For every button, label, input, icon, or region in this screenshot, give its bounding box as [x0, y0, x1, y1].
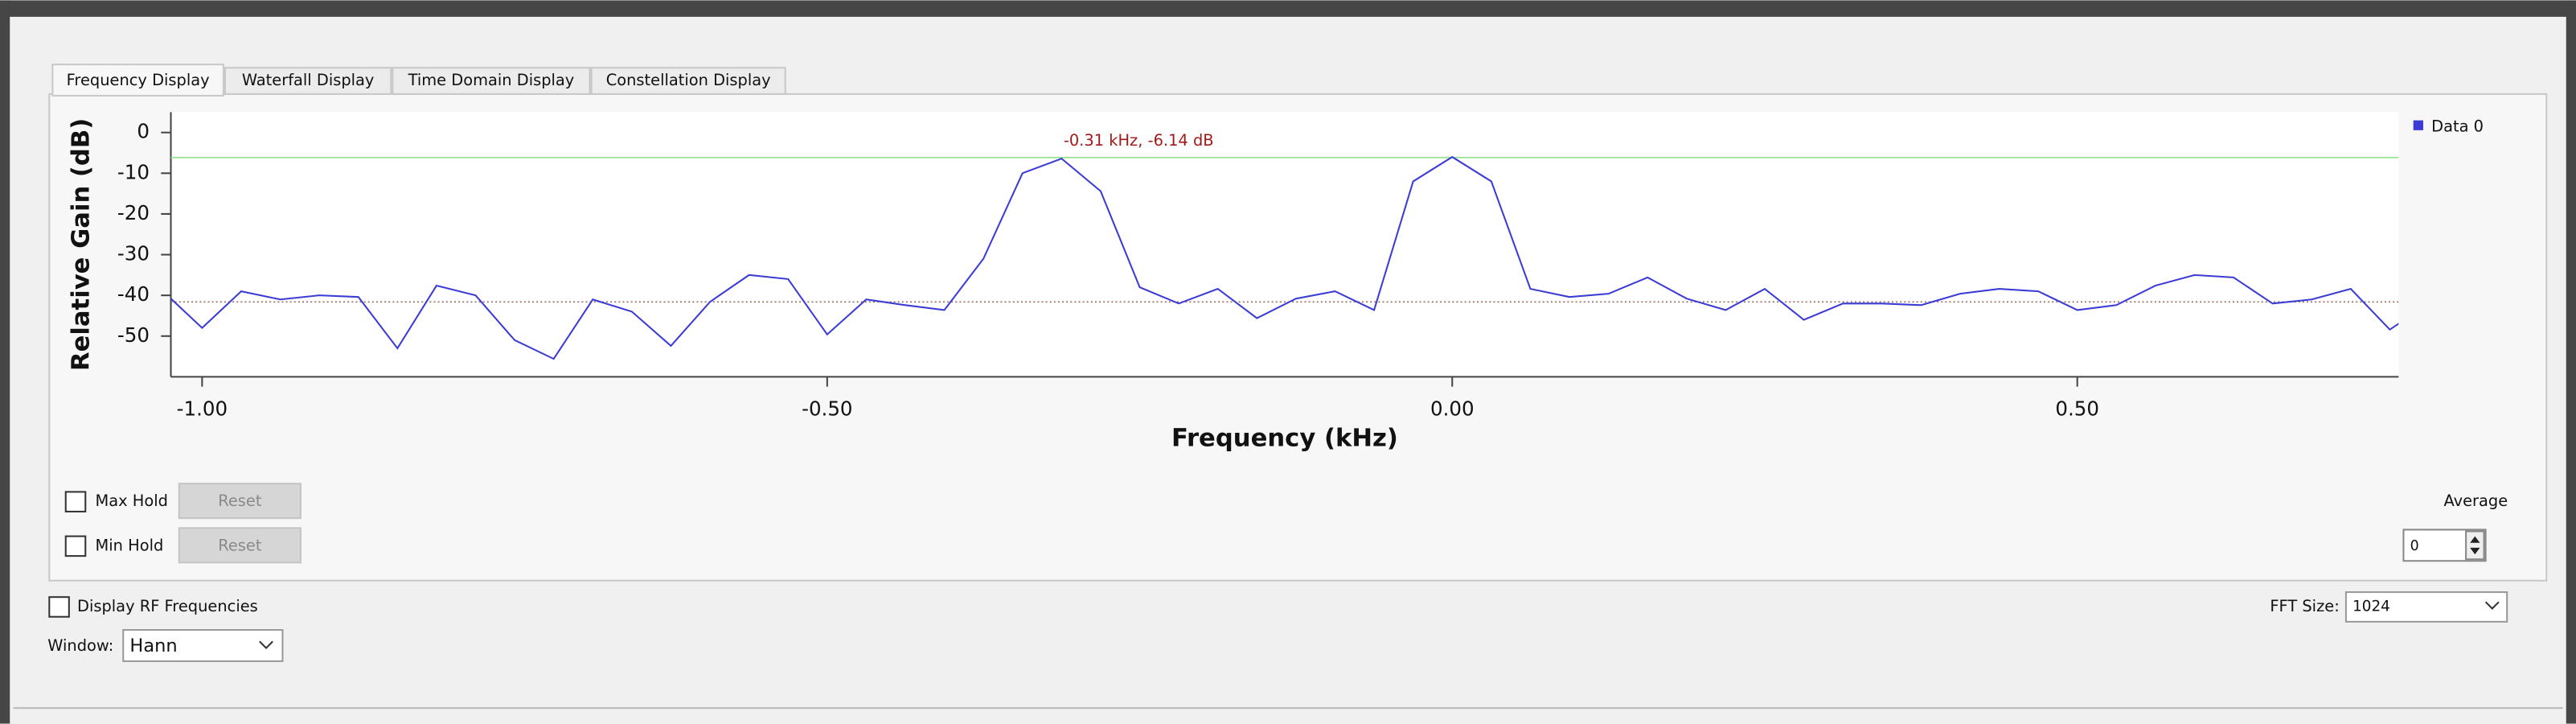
legend-swatch: [2413, 120, 2423, 130]
tab[interactable]: [224, 67, 392, 95]
top-frame: [0, 0, 2576, 17]
min-hold-checkbox[interactable]: [64, 535, 87, 557]
rf-checkbox[interactable]: [48, 596, 70, 618]
max-reset-label: Reset: [218, 492, 262, 510]
right-frame: [2566, 0, 2576, 724]
tab[interactable]: [392, 67, 591, 95]
max-reset-button[interactable]: [178, 483, 301, 520]
y-tick-label: -40: [117, 282, 150, 306]
tab-label: Frequency Display: [67, 71, 210, 89]
x-tick-label: -0.50: [802, 397, 852, 420]
y-tick-label: -50: [117, 323, 150, 347]
data-line: [170, 155, 2399, 360]
y-axis-label: Relative Gain (dB): [68, 118, 96, 371]
rf-label: Display RF Frequencies: [77, 597, 258, 615]
fft-label: FFT Size:: [2270, 597, 2339, 615]
plot-clip: [170, 155, 2399, 360]
y-tick-label: -10: [117, 160, 150, 183]
left-frame: [0, 0, 10, 724]
bottom-line: [13, 707, 2563, 710]
window-value: Hann: [129, 636, 177, 656]
max-hold-checkbox[interactable]: [64, 491, 87, 512]
window-combobox[interactable]: [122, 629, 284, 662]
x-axis-label: Frequency (kHz): [1171, 425, 1398, 453]
min-reset-button[interactable]: [178, 527, 301, 564]
window-arrow: [259, 640, 273, 649]
fft-value: 1024: [2352, 598, 2390, 615]
window-label: Window:: [47, 636, 113, 655]
x-tick-label: 0.50: [2055, 397, 2099, 420]
marker-annotation: -0.31 kHz, -6.14 dB: [1064, 131, 1214, 150]
y-tick-label: -30: [117, 242, 150, 265]
spin-buttons[interactable]: [2465, 530, 2485, 561]
tab[interactable]: [51, 64, 224, 97]
tab-label: Waterfall Display: [242, 71, 375, 89]
fft-arrow: [2484, 601, 2500, 610]
y-tick-label: -20: [117, 201, 150, 224]
x-tick-label: 0.00: [1430, 397, 1475, 420]
min-hold-label: Min Hold: [96, 536, 164, 554]
min-reset-label: Reset: [218, 536, 262, 554]
tab-label: Time Domain Display: [408, 71, 575, 89]
tab-bar: Frequency Display Waterfall Display Time D…: [51, 64, 786, 97]
plot-area: [170, 112, 2399, 377]
max-hold-label: Max Hold: [96, 492, 168, 510]
spin-arrows: [2470, 536, 2480, 555]
tab[interactable]: [590, 67, 786, 95]
legend-label: Data 0: [2431, 117, 2484, 135]
x-tick-label: -1.00: [177, 397, 228, 420]
average-value: 0: [2410, 538, 2419, 554]
fft-combobox[interactable]: [2344, 591, 2508, 623]
plot: 0 -10 -20 -30 -40 -50 -1.00 -0.50 0.00 0.50 Freque…: [68, 112, 2484, 453]
average-label: Average: [2444, 492, 2508, 510]
y-tick-label: 0: [137, 120, 150, 143]
tab-label: Constellation Display: [606, 71, 771, 89]
